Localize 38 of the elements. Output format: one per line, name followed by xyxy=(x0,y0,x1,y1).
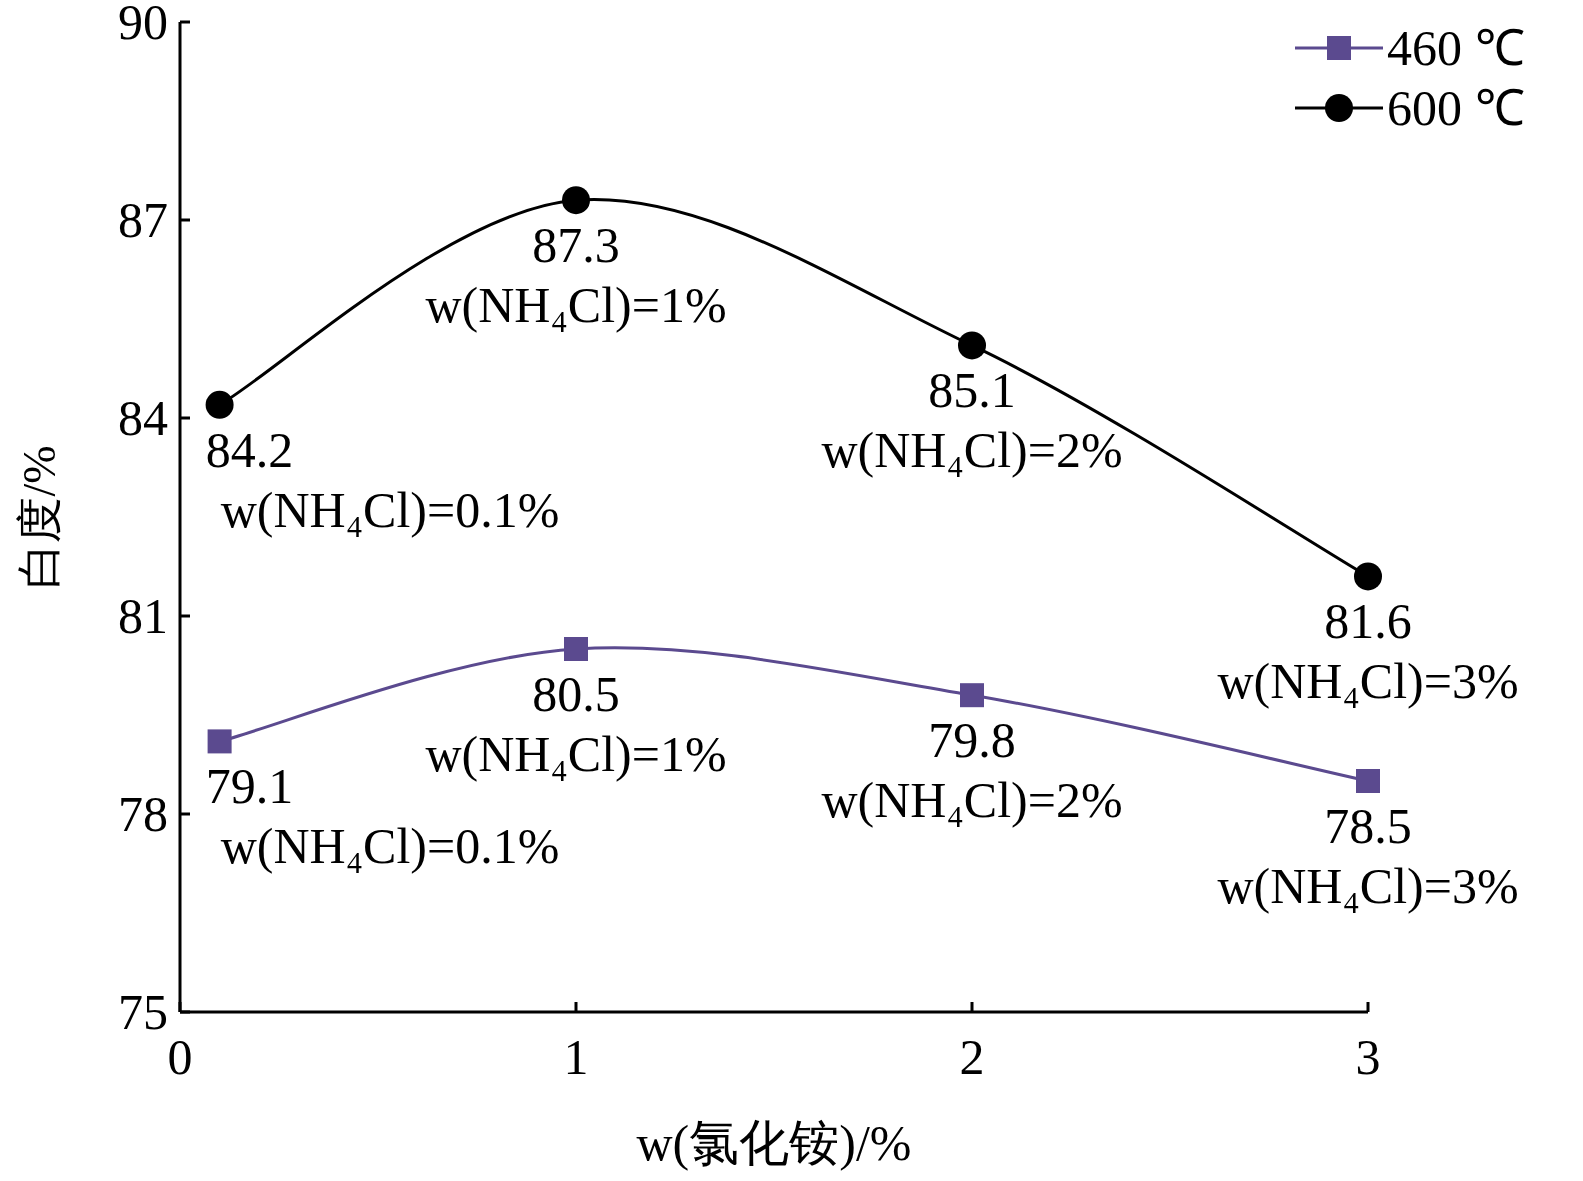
y-tick-label: 87 xyxy=(118,192,168,248)
data-label: 84.2 xyxy=(205,421,294,478)
annotation: w(NH₄Cl)=3% xyxy=(1217,653,1519,710)
x-axis-title: w(氯化铵)/% xyxy=(636,1115,912,1171)
point xyxy=(207,729,232,754)
point xyxy=(958,331,986,360)
point xyxy=(564,637,588,661)
y-tick-label: 75 xyxy=(118,984,168,1040)
y-axis-title: 白度/% xyxy=(14,445,65,589)
legend-label: 600 ℃ xyxy=(1387,80,1525,136)
x-tick-label: 0 xyxy=(167,1029,193,1085)
x-tick-label: 2 xyxy=(959,1029,985,1085)
annotation: w(NH₄Cl)=2% xyxy=(821,772,1123,829)
data-label: 79.1 xyxy=(205,758,294,815)
x-tick-label: 1 xyxy=(563,1029,589,1085)
point xyxy=(562,186,590,215)
point xyxy=(205,390,234,419)
data-label: 80.5 xyxy=(532,666,620,722)
point xyxy=(1354,562,1382,591)
x-tick-label: 3 xyxy=(1355,1029,1381,1085)
data-label: 79.8 xyxy=(928,712,1016,769)
data-label: 78.5 xyxy=(1324,798,1412,854)
point xyxy=(960,683,984,708)
data-label: 87.3 xyxy=(532,217,620,274)
annotation: w(NH₄Cl)=2% xyxy=(821,422,1123,479)
data-label: 85.1 xyxy=(928,362,1016,419)
y-tick-label: 90 xyxy=(118,0,168,50)
annotation: w(NH₄Cl)=3% xyxy=(1217,858,1519,914)
annotation: w(NH₄Cl)=0.1% xyxy=(220,818,560,875)
annotation: w(NH₄Cl)=1% xyxy=(425,726,727,782)
y-tick-label: 78 xyxy=(118,786,168,842)
point xyxy=(1356,769,1380,793)
legend-label: 460 ℃ xyxy=(1387,20,1525,76)
annotation: w(NH₄Cl)=0.1% xyxy=(220,481,560,538)
y-tick-label: 84 xyxy=(118,390,168,446)
y-tick-label: 81 xyxy=(118,588,168,644)
data-label: 81.6 xyxy=(1324,593,1412,650)
annotation: w(NH₄Cl)=1% xyxy=(425,277,727,334)
